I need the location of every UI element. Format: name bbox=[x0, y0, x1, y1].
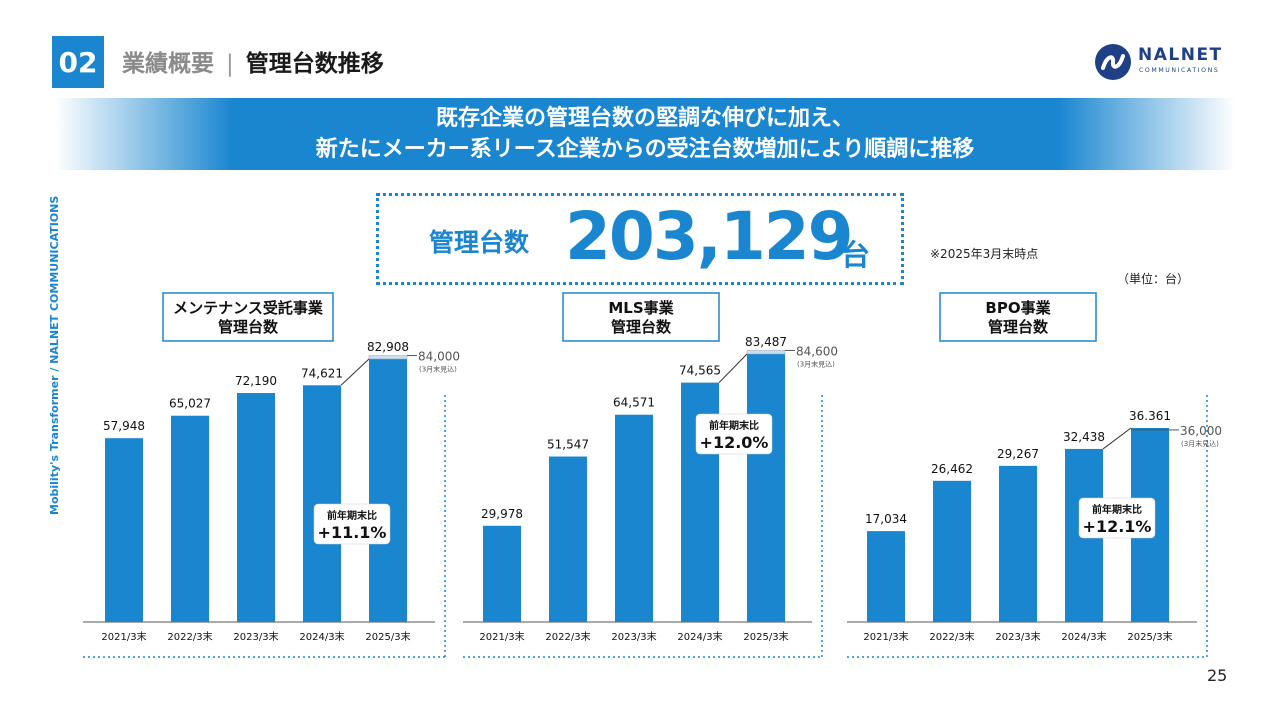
chart-title-line: 管理台数 bbox=[611, 318, 672, 336]
chart-data-label: 74,621 bbox=[301, 366, 343, 380]
growth-callout-value: +12.0% bbox=[700, 433, 769, 452]
chart-bar bbox=[867, 531, 905, 622]
chart-bar bbox=[615, 414, 653, 622]
page-number: 25 bbox=[1207, 666, 1228, 685]
chart-data-label: 83,487 bbox=[745, 335, 787, 349]
chart-forecast-note: (3月末見込) bbox=[419, 365, 457, 374]
total-unit: 台 bbox=[841, 238, 871, 272]
chart-tick-label: 2022/3末 bbox=[929, 630, 974, 643]
chart-tick-label: 2021/3末 bbox=[479, 630, 524, 643]
chart-title-line: 管理台数 bbox=[988, 318, 1049, 336]
chart-tick-label: 2021/3末 bbox=[863, 630, 908, 643]
chart-bar bbox=[999, 465, 1037, 622]
section-name: 業績概要 bbox=[122, 51, 214, 77]
chart-data-label: 17,034 bbox=[865, 512, 907, 526]
chart-forecast-label: 84,600 bbox=[796, 344, 838, 358]
banner-line-1: 既存企業の管理台数の堅調な伸びに加え、 bbox=[435, 106, 854, 131]
chart-bar bbox=[369, 359, 407, 622]
chart-bar bbox=[303, 385, 341, 622]
page-title: 管理台数推移 bbox=[245, 51, 384, 77]
chart-tick-label: 2024/3末 bbox=[299, 630, 344, 643]
header-separator: | bbox=[226, 51, 234, 77]
chart-forecast-segment bbox=[368, 355, 408, 360]
chart-forecast-note: (3月末見込) bbox=[797, 359, 835, 368]
growth-callout-label: 前年期末比 bbox=[1092, 503, 1142, 516]
growth-callout-box bbox=[695, 413, 773, 455]
growth-callout-value: +12.1% bbox=[1083, 517, 1152, 536]
chart-tick-label: 2025/3末 bbox=[365, 630, 410, 643]
chart-title-box bbox=[562, 292, 720, 342]
chart-forecast-label: 84,000 bbox=[418, 350, 460, 364]
chart-tick-label: 2022/3末 bbox=[167, 630, 212, 643]
chart-forecast-segment bbox=[746, 350, 786, 355]
as-of-note: ※2025年3月末時点 bbox=[930, 247, 1039, 261]
logo-mark-icon bbox=[1095, 44, 1131, 80]
chart-data-label: 57,948 bbox=[103, 419, 145, 433]
total-value: 203,129 bbox=[565, 198, 854, 275]
chart-title-line: MLS事業 bbox=[608, 299, 674, 317]
chart-bar bbox=[549, 456, 587, 622]
chart-data-label: 65,027 bbox=[169, 397, 211, 411]
chart-forecast-label: 36,000 bbox=[1180, 424, 1222, 438]
banner-line-2: 新たにメーカー系リース企業からの受注台数増加により順調に推移 bbox=[315, 137, 975, 162]
chart-title-line: BPO事業 bbox=[985, 299, 1051, 317]
chart-data-label: 72,190 bbox=[235, 374, 277, 388]
chart-data-label: 74,565 bbox=[679, 364, 721, 378]
chart-growth-connector bbox=[340, 358, 370, 386]
chart-title-box bbox=[939, 292, 1097, 342]
chart-title-box bbox=[162, 292, 334, 342]
chart-bar bbox=[747, 354, 785, 622]
chart-tick-label: 2023/3末 bbox=[995, 630, 1040, 643]
chart-data-label: 29,978 bbox=[481, 507, 523, 521]
total-label: 管理台数 bbox=[429, 228, 530, 257]
chart-data-label: 32,438 bbox=[1063, 430, 1105, 444]
logo-subtitle-text: COMMUNICATIONS bbox=[1139, 67, 1220, 74]
chart-tick-label: 2024/3末 bbox=[1061, 630, 1106, 643]
chart-tick-label: 2024/3末 bbox=[677, 630, 722, 643]
header-title: 業績概要 | 管理台数推移 bbox=[122, 44, 384, 78]
chart-forecast-note: (3月末見込) bbox=[1181, 439, 1219, 448]
chart-bar bbox=[105, 438, 143, 622]
chart-data-label: 36.361 bbox=[1129, 409, 1171, 423]
chart-growth-connector bbox=[718, 353, 748, 383]
headline-banner: 既存企業の管理台数の堅調な伸びに加え、 新たにメーカー系リース企業からの受注台数… bbox=[55, 98, 1235, 170]
growth-callout-value: +11.1% bbox=[318, 523, 387, 542]
chart-data-label: 51,547 bbox=[547, 438, 589, 452]
chart-tick-label: 2023/3末 bbox=[233, 630, 278, 643]
chart-title-line: メンテナンス受託事業 bbox=[173, 299, 324, 317]
chart-data-label: 82,908 bbox=[367, 340, 409, 354]
chart-data-label: 64,571 bbox=[613, 396, 655, 410]
chart-tick-label: 2025/3末 bbox=[1127, 630, 1172, 643]
company-logo: NALNET COMMUNICATIONS bbox=[1094, 44, 1244, 80]
chart-tick-label: 2025/3末 bbox=[743, 630, 788, 643]
chart-data-label: 26,462 bbox=[931, 462, 973, 476]
total-units-box: 管理台数 203,129 台 bbox=[376, 193, 904, 285]
chart-tick-label: 2021/3末 bbox=[101, 630, 146, 643]
chart-data-label: 29,267 bbox=[997, 447, 1039, 461]
growth-callout-label: 前年期末比 bbox=[709, 419, 759, 432]
chart-bar bbox=[483, 525, 521, 622]
growth-callout-box bbox=[1078, 497, 1156, 539]
chart-title-line: 管理台数 bbox=[218, 318, 279, 336]
unit-label: （単位：台） bbox=[1117, 272, 1190, 286]
growth-callout-label: 前年期末比 bbox=[327, 509, 377, 522]
chart-tick-label: 2023/3末 bbox=[611, 630, 656, 643]
chart-bar bbox=[237, 392, 275, 622]
section-number-badge: 02 bbox=[52, 36, 104, 88]
chart-bar bbox=[171, 415, 209, 622]
logo-brand-text: NALNET bbox=[1138, 45, 1223, 65]
chart-bar bbox=[933, 480, 971, 622]
chart-growth-connector bbox=[1102, 427, 1132, 450]
growth-callout-box bbox=[313, 503, 391, 545]
chart-tick-label: 2022/3末 bbox=[545, 630, 590, 643]
